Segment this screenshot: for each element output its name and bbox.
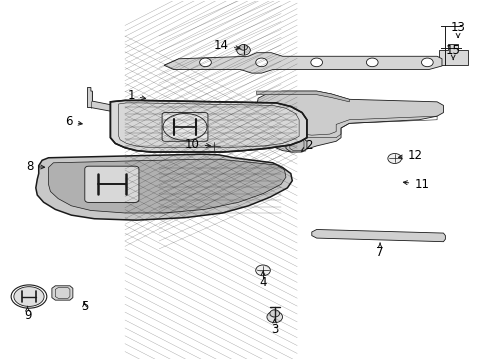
Polygon shape	[285, 138, 306, 152]
Text: 8: 8	[26, 160, 44, 173]
Circle shape	[366, 58, 377, 67]
Circle shape	[239, 44, 247, 50]
Circle shape	[421, 58, 432, 67]
Polygon shape	[110, 100, 306, 152]
Polygon shape	[438, 44, 467, 65]
Ellipse shape	[14, 287, 44, 306]
Text: 5: 5	[81, 300, 88, 313]
Polygon shape	[52, 286, 73, 300]
Text: 2: 2	[301, 139, 312, 152]
Text: 14: 14	[213, 39, 239, 52]
Text: 4: 4	[259, 271, 266, 289]
Polygon shape	[256, 91, 348, 102]
Circle shape	[199, 58, 211, 67]
FancyBboxPatch shape	[84, 166, 139, 202]
Polygon shape	[48, 159, 285, 213]
Text: 1: 1	[127, 89, 145, 102]
Text: 12: 12	[398, 149, 422, 162]
Polygon shape	[87, 87, 141, 128]
Text: 7: 7	[376, 243, 383, 259]
Polygon shape	[36, 154, 292, 220]
Circle shape	[387, 153, 401, 163]
Polygon shape	[163, 53, 441, 73]
Circle shape	[236, 45, 250, 55]
Text: 15: 15	[445, 44, 460, 59]
Text: 13: 13	[450, 21, 465, 37]
Circle shape	[266, 311, 282, 323]
Circle shape	[255, 58, 267, 67]
Text: 3: 3	[270, 319, 278, 336]
Text: 10: 10	[184, 138, 210, 151]
FancyBboxPatch shape	[162, 113, 207, 141]
Circle shape	[269, 310, 279, 317]
Circle shape	[255, 265, 270, 276]
Polygon shape	[256, 91, 443, 152]
Polygon shape	[311, 229, 445, 242]
Circle shape	[207, 141, 221, 151]
Text: 9: 9	[24, 306, 31, 322]
Text: 6: 6	[65, 116, 82, 129]
Circle shape	[310, 58, 322, 67]
Text: 11: 11	[403, 178, 428, 191]
